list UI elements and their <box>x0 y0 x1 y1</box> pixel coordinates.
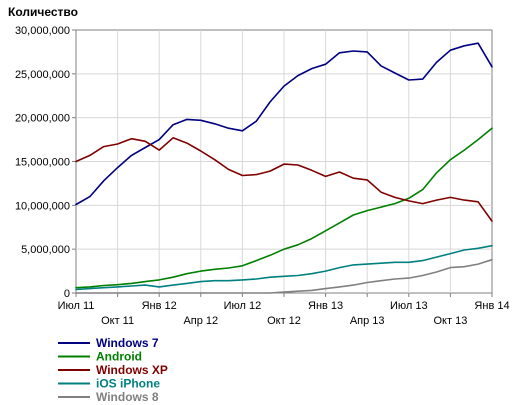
x-tick-label: Окт 11 <box>101 315 134 327</box>
y-tick-label: 10,000,000 <box>15 200 70 212</box>
series-line-android <box>75 127 493 289</box>
legend-label: iOS iPhone <box>96 377 160 391</box>
series-line-ios-iphone <box>75 244 493 291</box>
x-tick-label: Апр 12 <box>183 315 218 327</box>
y-tick-label: 30,000,000 <box>15 25 70 37</box>
series-lines <box>75 42 493 294</box>
series-line-windows-8 <box>75 258 493 294</box>
y-tick-label: 15,000,000 <box>15 157 70 169</box>
series-line-windows-7 <box>75 42 493 206</box>
y-tick-label: 25,000,000 <box>15 69 70 81</box>
x-tick-label: Янв 13 <box>308 300 343 312</box>
grid <box>76 30 492 293</box>
y-tick-label: 20,000,000 <box>15 113 70 125</box>
legend-label: Windows 7 <box>96 336 159 350</box>
x-tick-label: Апр 13 <box>350 315 385 327</box>
series-line-windows-xp <box>75 137 493 222</box>
x-tick-label: Окт 13 <box>433 315 467 327</box>
y-axis-title: Количество <box>8 5 78 19</box>
y-tick-label: 5,000,000 <box>21 244 70 256</box>
y-tick-label: 0 <box>64 288 70 300</box>
x-tick-label: Окт 12 <box>267 315 301 327</box>
x-tick-label: Июл 11 <box>58 300 95 312</box>
legend-label: Windows 8 <box>96 390 159 404</box>
legend-label: Android <box>96 350 142 364</box>
axes: 0 5,000,000 10,000,000 15,000,000 20,000,000… <box>15 25 510 327</box>
legend-label: Windows XP <box>96 363 168 377</box>
x-tick-label: Янв 14 <box>474 300 509 312</box>
x-tick-label: Июл 13 <box>390 300 428 312</box>
x-tick-label: Янв 12 <box>142 300 177 312</box>
x-tick-label: Июл 12 <box>224 300 262 312</box>
